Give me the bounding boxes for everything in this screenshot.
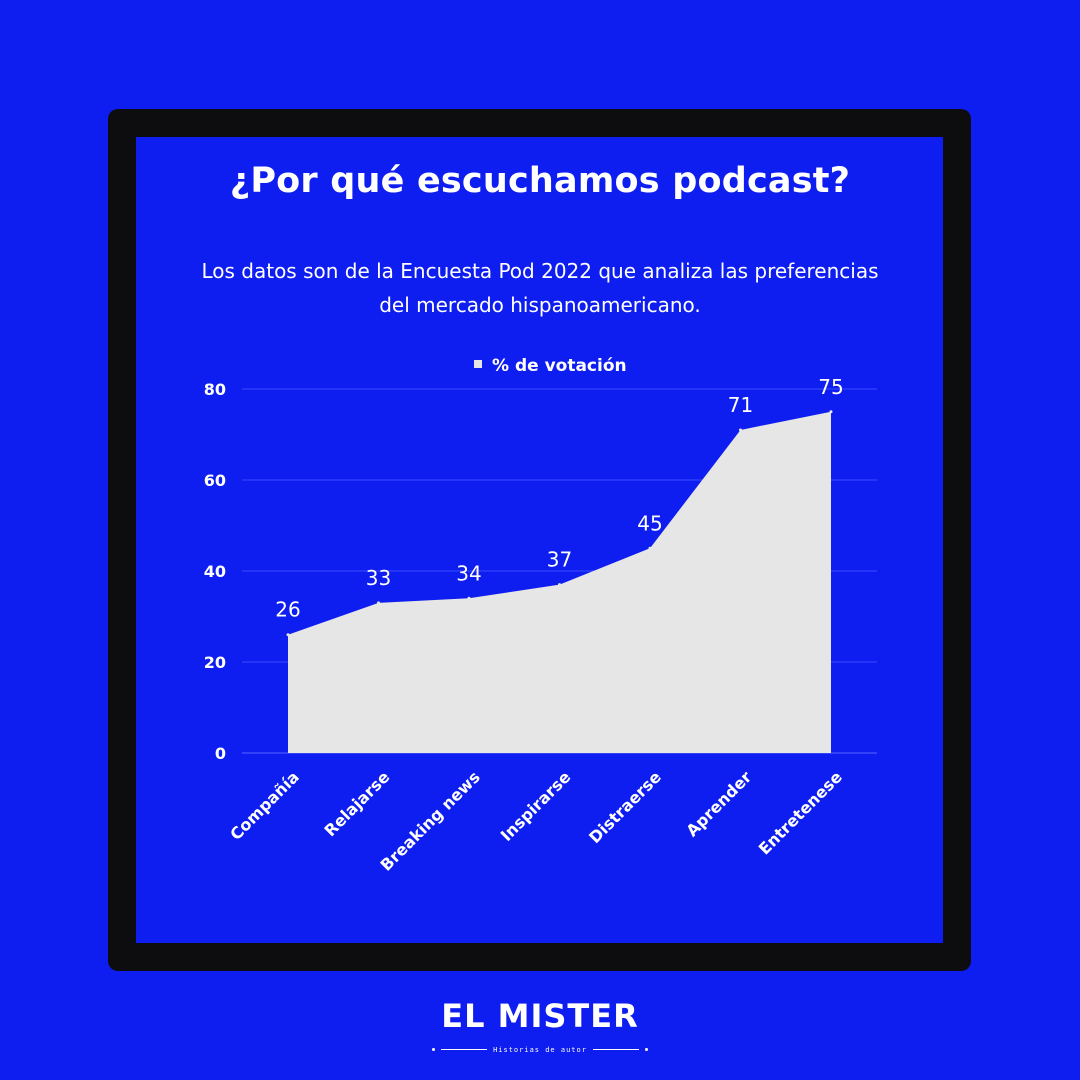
x-tick-label: Compañía [226,767,303,844]
data-point [286,633,290,637]
data-point [377,601,380,605]
x-tick-label: Breaking news [376,767,483,874]
y-axis: 0 20 40 60 80 [204,380,226,763]
page-subtitle: Los datos son de la Encuesta Pod 2022 qu… [201,259,879,317]
data-label: 26 [275,598,300,622]
brand-tagline: Historias de autor [493,1045,587,1054]
data-points [286,410,833,637]
x-tick-label: Relajarse [320,767,393,840]
brand-name: EL MISTER [441,997,639,1035]
data-label: 37 [547,548,572,572]
x-tick-label: Distraerse [585,767,665,847]
data-label: 45 [637,511,662,535]
divider-dot [644,1048,648,1051]
brand-tagline-row: Historias de autor [432,1046,648,1054]
data-label: 75 [818,375,843,399]
divider-line [441,1049,488,1050]
data-point [829,410,833,414]
y-tick-label: 60 [204,471,226,490]
x-tick-label: Aprender [682,767,755,840]
divider-line [592,1049,639,1050]
x-tick-label: Inspirarse [497,767,575,845]
data-labels: 26 33 34 37 45 71 75 [275,375,843,622]
data-label: 71 [728,393,753,417]
data-label: 33 [366,566,391,590]
data-label: 34 [456,561,481,585]
page-title: ¿Por qué escuchamos podcast? [229,161,851,201]
legend-swatch [474,360,482,368]
legend: % de votación [474,356,627,376]
y-tick-label: 40 [204,562,226,581]
data-point [739,428,742,432]
area-series [288,411,831,753]
divider-dot [432,1048,436,1051]
y-tick-label: 0 [215,744,226,763]
data-point [467,596,471,600]
y-tick-label: 20 [204,653,226,672]
brand-logo: EL MISTER Historias de autor [0,996,1080,1055]
legend-label: % de votación [492,356,627,376]
y-tick-label: 80 [204,380,226,399]
data-point [558,583,561,587]
x-tick-label: Entretenese [755,767,846,858]
data-point [648,546,652,550]
